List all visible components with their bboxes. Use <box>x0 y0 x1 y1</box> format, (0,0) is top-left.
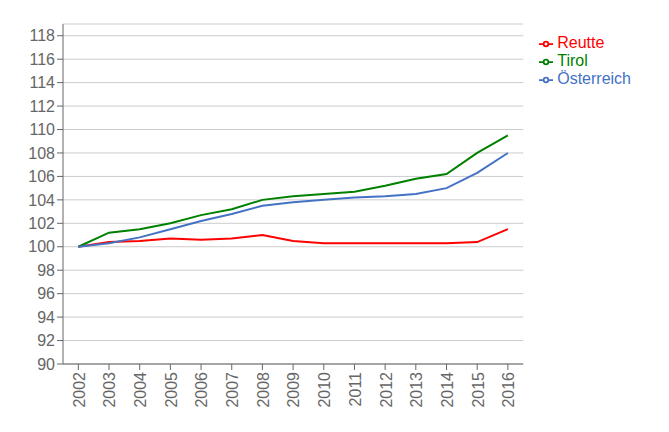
svg-text:2010: 2010 <box>316 372 333 408</box>
svg-text:2014: 2014 <box>439 372 456 408</box>
svg-text:110: 110 <box>29 121 55 138</box>
svg-text:2003: 2003 <box>101 372 118 408</box>
svg-text:2006: 2006 <box>193 372 210 408</box>
svg-text:102: 102 <box>28 215 55 232</box>
svg-text:100: 100 <box>28 238 55 255</box>
svg-text:116: 116 <box>29 51 55 68</box>
svg-text:94: 94 <box>37 309 55 326</box>
svg-text:2015: 2015 <box>470 372 487 408</box>
svg-text:2002: 2002 <box>71 372 88 408</box>
html-text:Tirol: Tirol <box>557 52 588 69</box>
svg-text:114: 114 <box>29 74 55 91</box>
html-text:Österreich: Österreich <box>557 70 631 87</box>
html-text:Reutte: Reutte <box>557 34 605 51</box>
svg-text:2007: 2007 <box>224 372 241 408</box>
svg-text:2011: 2011 <box>347 372 364 407</box>
svg-text:2004: 2004 <box>132 372 149 408</box>
svg-text:104: 104 <box>28 192 55 209</box>
svg-text:90: 90 <box>37 356 55 373</box>
svg-text:98: 98 <box>37 262 55 279</box>
svg-text:112: 112 <box>29 98 55 115</box>
svg-text:2016: 2016 <box>500 372 517 408</box>
svg-text:106: 106 <box>28 168 55 185</box>
svg-text:2008: 2008 <box>255 372 272 408</box>
svg-text:2012: 2012 <box>378 372 395 408</box>
svg-text:2005: 2005 <box>163 372 180 408</box>
svg-text:92: 92 <box>37 332 55 349</box>
svg-text:2009: 2009 <box>285 372 302 408</box>
svg-text:96: 96 <box>37 285 55 302</box>
svg-text:108: 108 <box>28 145 55 162</box>
svg-text:118: 118 <box>29 27 55 44</box>
svg-text:2013: 2013 <box>408 372 425 408</box>
